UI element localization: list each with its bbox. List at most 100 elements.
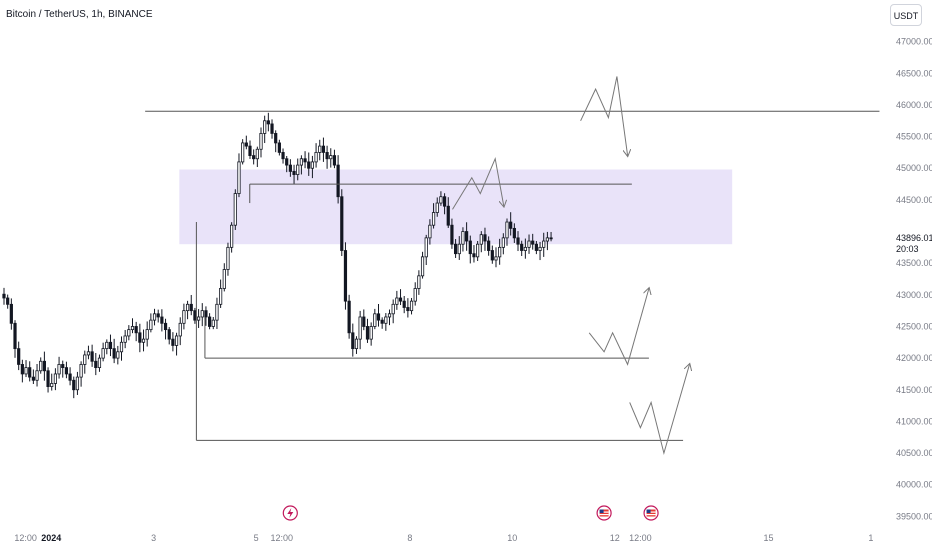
candle-body <box>490 250 494 261</box>
candle-body <box>215 303 219 321</box>
candle-body <box>152 313 157 321</box>
candle-body <box>196 316 201 321</box>
candle-body <box>31 376 35 381</box>
flag-stripe-icon <box>599 514 609 516</box>
candle-body <box>259 133 263 150</box>
candle-body <box>112 348 116 359</box>
candle-body <box>182 310 186 324</box>
lightning-bolt-icon <box>287 508 294 518</box>
candle-body <box>6 297 10 305</box>
candle-body <box>134 326 138 334</box>
candle-body <box>160 316 164 324</box>
candle-body <box>483 234 487 242</box>
price-axis-label: 46000.00 <box>896 100 932 110</box>
candle-body <box>185 303 190 312</box>
candle-body <box>252 155 256 160</box>
candle-body <box>321 145 326 153</box>
candle-body <box>479 234 483 245</box>
candle-body <box>156 313 160 318</box>
candle-body <box>13 322 17 350</box>
candle-body <box>417 275 421 289</box>
candle-body <box>281 152 285 160</box>
candle-body <box>230 224 234 248</box>
candle-body <box>178 322 182 337</box>
candle-body <box>288 164 292 172</box>
candle-body <box>237 161 241 194</box>
candle-body <box>208 316 212 327</box>
candle-body <box>163 322 168 331</box>
candle-body <box>498 246 502 258</box>
time-axis-label: 10 <box>507 533 517 543</box>
candle-body <box>428 224 432 239</box>
time-axis-label: 1 <box>868 533 873 543</box>
candle-body <box>376 313 381 321</box>
time-axis-label: 5 <box>254 533 259 543</box>
candle-body <box>472 253 476 258</box>
candle-body <box>53 373 58 384</box>
candle-body <box>204 310 208 318</box>
candle-body <box>50 383 54 387</box>
countdown-label: 20:03 <box>896 244 919 254</box>
candle-body <box>241 142 245 163</box>
candle-body <box>2 293 6 299</box>
candle-body <box>373 313 377 327</box>
price-axis-label: 40500.00 <box>896 448 932 458</box>
candle-body <box>211 319 215 327</box>
candle-body <box>97 357 102 369</box>
candle-body <box>101 348 105 359</box>
currency-button[interactable]: USDT <box>890 4 922 26</box>
candle-body <box>402 300 406 308</box>
price-axis-label: 47000.00 <box>896 37 932 47</box>
candle-body <box>171 338 175 346</box>
candle-body <box>200 310 204 318</box>
price-axis-label: 42000.00 <box>896 353 932 363</box>
time-axis-label: 15 <box>763 533 773 543</box>
candle-body <box>435 202 439 213</box>
candle-body <box>362 316 366 327</box>
candle-body <box>347 300 351 334</box>
candle-body <box>487 240 491 251</box>
candle-body <box>424 237 428 258</box>
candle-body <box>453 243 458 255</box>
candle-body <box>68 373 72 381</box>
candle-body <box>406 307 410 312</box>
candle-body <box>266 120 270 125</box>
projection-path <box>452 156 504 210</box>
projection-path <box>580 76 628 156</box>
candle-body <box>193 310 197 321</box>
candle-body <box>90 351 94 362</box>
time-axis-label: 12:00 <box>14 533 37 543</box>
candle-body <box>516 237 520 245</box>
candle-body <box>476 243 480 258</box>
candle-body <box>61 364 65 369</box>
candle-body <box>233 193 237 226</box>
candle-body <box>369 326 373 340</box>
candle-body <box>75 376 80 391</box>
candle-body <box>465 231 469 242</box>
candle-body <box>248 145 252 156</box>
candle-body <box>395 297 399 305</box>
candle-body <box>17 348 21 365</box>
candle-body <box>189 303 193 312</box>
candle-body <box>542 240 546 248</box>
price-axis-label: 45000.00 <box>896 163 932 173</box>
candle-body <box>509 221 513 229</box>
candle-body <box>354 338 359 350</box>
projection-path <box>629 364 690 456</box>
candle-body <box>174 335 179 346</box>
candle-body <box>380 319 384 324</box>
chart-title: Bitcoin / TetherUS, 1h, BINANCE <box>6 9 153 20</box>
candle-body <box>149 319 153 331</box>
candle-body <box>325 152 329 160</box>
supply-zone-rect <box>179 169 733 245</box>
projection-path <box>588 289 649 366</box>
time-axis-label: 2024 <box>41 533 61 543</box>
candle-body <box>299 158 303 166</box>
candle-body <box>72 379 76 391</box>
candle-body <box>219 288 223 305</box>
flag-stripe-icon <box>646 511 656 513</box>
candle-body <box>277 142 281 153</box>
candle-body <box>138 332 142 343</box>
